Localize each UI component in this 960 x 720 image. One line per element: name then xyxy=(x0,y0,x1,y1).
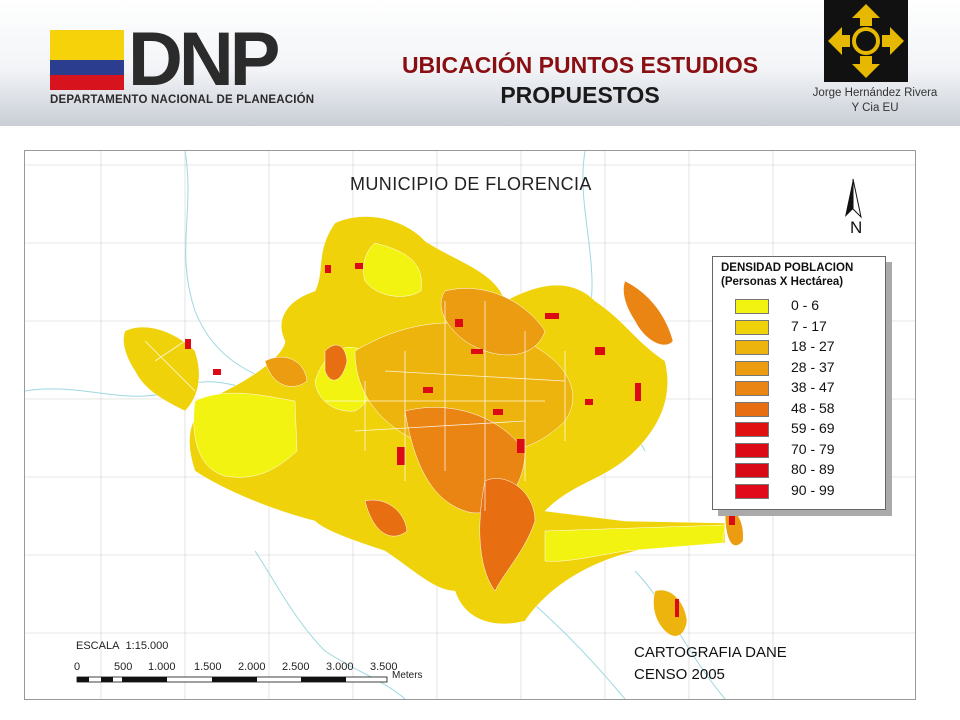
legend-swatch xyxy=(735,319,769,335)
legend-label: 18 - 27 xyxy=(791,338,835,354)
legend-label: 80 - 89 xyxy=(791,461,835,477)
legend-label: 7 - 17 xyxy=(791,317,827,334)
dnp-subtitle: DEPARTAMENTO NACIONAL DE PLANEACIÓN xyxy=(50,94,315,106)
scale-tick-label: 2.000 xyxy=(238,661,266,673)
legend-label: 28 - 37 xyxy=(791,358,835,375)
legend-label: 48 - 58 xyxy=(791,399,835,416)
north-label: N xyxy=(850,218,863,237)
legend-swatch xyxy=(735,401,769,417)
scale-tick-label: 1.000 xyxy=(148,661,176,673)
credit: Jorge Hernández Rivera Y Cia EU xyxy=(790,86,960,116)
map-canvas xyxy=(24,150,915,700)
legend-label: 90 - 99 xyxy=(791,481,835,498)
legend-swatch xyxy=(735,340,769,355)
scale-tick-label: 3.000 xyxy=(326,661,354,673)
legend-swatch xyxy=(735,299,769,314)
page-title: UBICACIÓN PUNTOS ESTUDIOS PROPUESTOS xyxy=(340,50,820,110)
header-banner: DNP DEPARTAMENTO NACIONAL DE PLANEACIÓN … xyxy=(0,0,960,126)
legend-label: 70 - 79 xyxy=(791,440,835,457)
map-source: CARTOGRAFIA DANE CENSO 2005 xyxy=(634,642,787,686)
legend-label: 0 - 6 xyxy=(791,297,820,313)
map-legend: DENSIDAD POBLACION (Personas X Hectárea)… xyxy=(712,256,886,510)
page-title-line1: UBICACIÓN PUNTOS ESTUDIOS xyxy=(401,52,759,78)
scale-tick-label: 2.500 xyxy=(282,661,310,673)
source-line2: CENSO 2005 xyxy=(634,666,725,683)
scale-title: ESCALA 1:15.000 xyxy=(76,640,168,652)
credit-line2: Y Cia EU xyxy=(851,102,899,114)
dnp-logo: DNP xyxy=(128,17,280,102)
legend-swatch xyxy=(735,483,769,499)
scale-unit: Meters xyxy=(392,670,423,681)
legend-title-line1: DENSIDAD POBLACION xyxy=(721,262,854,274)
scale-bar-icon xyxy=(76,676,388,683)
legend-swatch xyxy=(735,463,769,478)
scale-tick-label: 500 xyxy=(114,661,133,673)
company-logo-icon xyxy=(824,0,908,82)
scale-label: ESCALA xyxy=(76,640,120,652)
legend-swatch xyxy=(735,381,769,396)
source-line1: CARTOGRAFIA DANE xyxy=(634,644,787,661)
legend-swatch xyxy=(735,360,769,376)
legend-label: 59 - 69 xyxy=(791,420,835,436)
map-title: MUNICIPIO DE FLORENCIA xyxy=(350,174,592,194)
legend-swatch xyxy=(735,422,769,437)
colombia-flag-icon xyxy=(50,30,124,90)
scale-tick-label: 1.500 xyxy=(194,661,222,673)
scale-ratio: 1:15.000 xyxy=(125,640,169,652)
legend-title-line2: (Personas X Hectárea) xyxy=(721,276,844,288)
page-title-line2: PROPUESTOS xyxy=(500,82,660,108)
north-arrow-icon xyxy=(845,178,862,219)
legend-title: DENSIDAD POBLACION (Personas X Hectárea) xyxy=(721,261,853,289)
scale-tick-label: 3.500 xyxy=(370,661,398,673)
credit-line1: Jorge Hernández Rivera xyxy=(812,87,938,99)
scale-tick-label: 0 xyxy=(74,661,81,673)
legend-label: 38 - 47 xyxy=(791,379,835,395)
legend-swatch xyxy=(735,442,769,458)
